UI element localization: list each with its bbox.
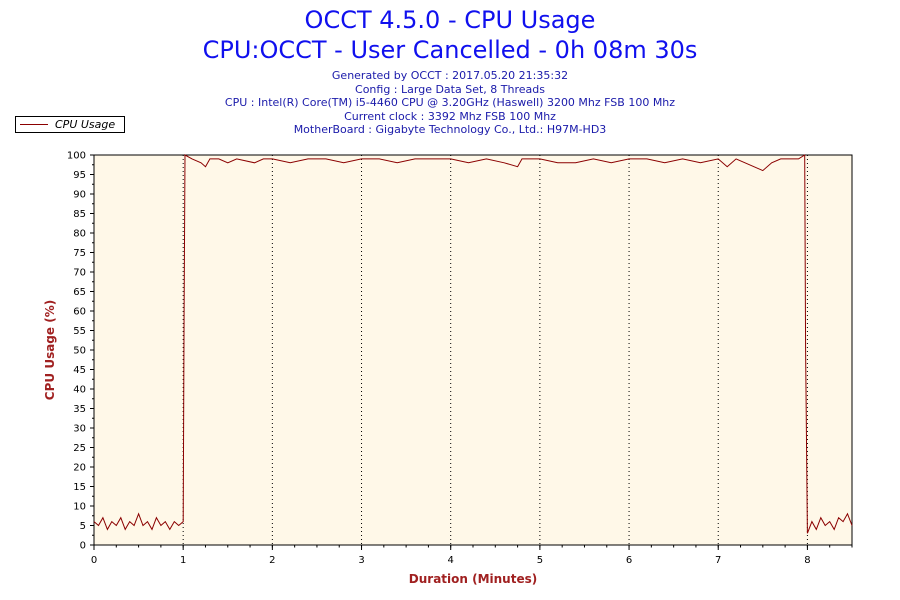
info-motherboard: MotherBoard : Gigabyte Technology Co., L… [293, 123, 607, 136]
y-tick-label: 75 [73, 248, 86, 259]
grid-lines [182, 155, 808, 545]
y-tick-label: 30 [73, 424, 86, 435]
x-tick-label: 0 [91, 555, 97, 566]
y-tick-label: 20 [73, 463, 86, 474]
chart-subtitle: CPU:OCCT - User Cancelled - 0h 08m 30s [202, 36, 698, 64]
y-tick-label: 90 [73, 190, 86, 201]
y-tick-label: 15 [73, 482, 86, 493]
plot-area [93, 154, 853, 546]
y-tick-label: 65 [73, 287, 86, 298]
y-tick-label: 80 [73, 229, 86, 240]
y-tick-label: 60 [73, 307, 86, 318]
series-layer [93, 154, 853, 534]
y-tick-label: 0 [80, 541, 86, 552]
info-cpu: CPU : Intel(R) Core(TM) i5-4460 CPU @ 3.… [224, 96, 676, 109]
chart-title: OCCT 4.5.0 - CPU Usage [304, 6, 596, 34]
x-tick-label: 5 [537, 555, 543, 566]
x-tick-label: 1 [180, 555, 186, 566]
y-tick-label: 95 [73, 170, 86, 181]
info-config: Config : Large Data Set, 8 Threads [355, 82, 545, 96]
y-tick-label: 50 [73, 346, 86, 357]
x-tick-label: 6 [626, 555, 632, 566]
x-tick-label: 7 [715, 555, 721, 566]
y-tick-label: 55 [73, 326, 86, 337]
x-tick-label: 2 [269, 555, 275, 566]
info-block: Generated by OCCT : 2017.05.20 21:35:32 … [0, 69, 900, 137]
y-tick-label: 40 [73, 385, 86, 396]
x-tick-label: 8 [804, 555, 810, 566]
y-axis-title: CPU Usage (%) [43, 300, 57, 400]
y-tick-label: 5 [80, 521, 86, 532]
series-line-cpu-usage [93, 154, 853, 534]
y-tick-label: 35 [73, 404, 86, 415]
y-tick-label: 25 [73, 443, 86, 454]
legend-swatch [20, 124, 48, 125]
y-tick-label: 70 [73, 268, 86, 279]
info-generated: Generated by OCCT : 2017.05.20 21:35:32 [331, 69, 569, 82]
legend-label: CPU Usage [55, 118, 116, 131]
x-axis-title: Duration (Minutes) [409, 572, 537, 586]
y-tick-label: 45 [73, 365, 86, 376]
axes: 0510152025303540455055606570758085909510… [67, 151, 853, 566]
x-tick-label: 3 [358, 555, 364, 566]
info-clock: Current clock : 3392 Mhz FSB 100 Mhz [344, 109, 556, 123]
y-tick-label: 85 [73, 209, 86, 220]
y-tick-label: 10 [73, 502, 86, 513]
legend: CPU Usage [15, 116, 125, 133]
x-tick-label: 4 [448, 555, 454, 566]
y-tick-label: 100 [67, 151, 86, 162]
